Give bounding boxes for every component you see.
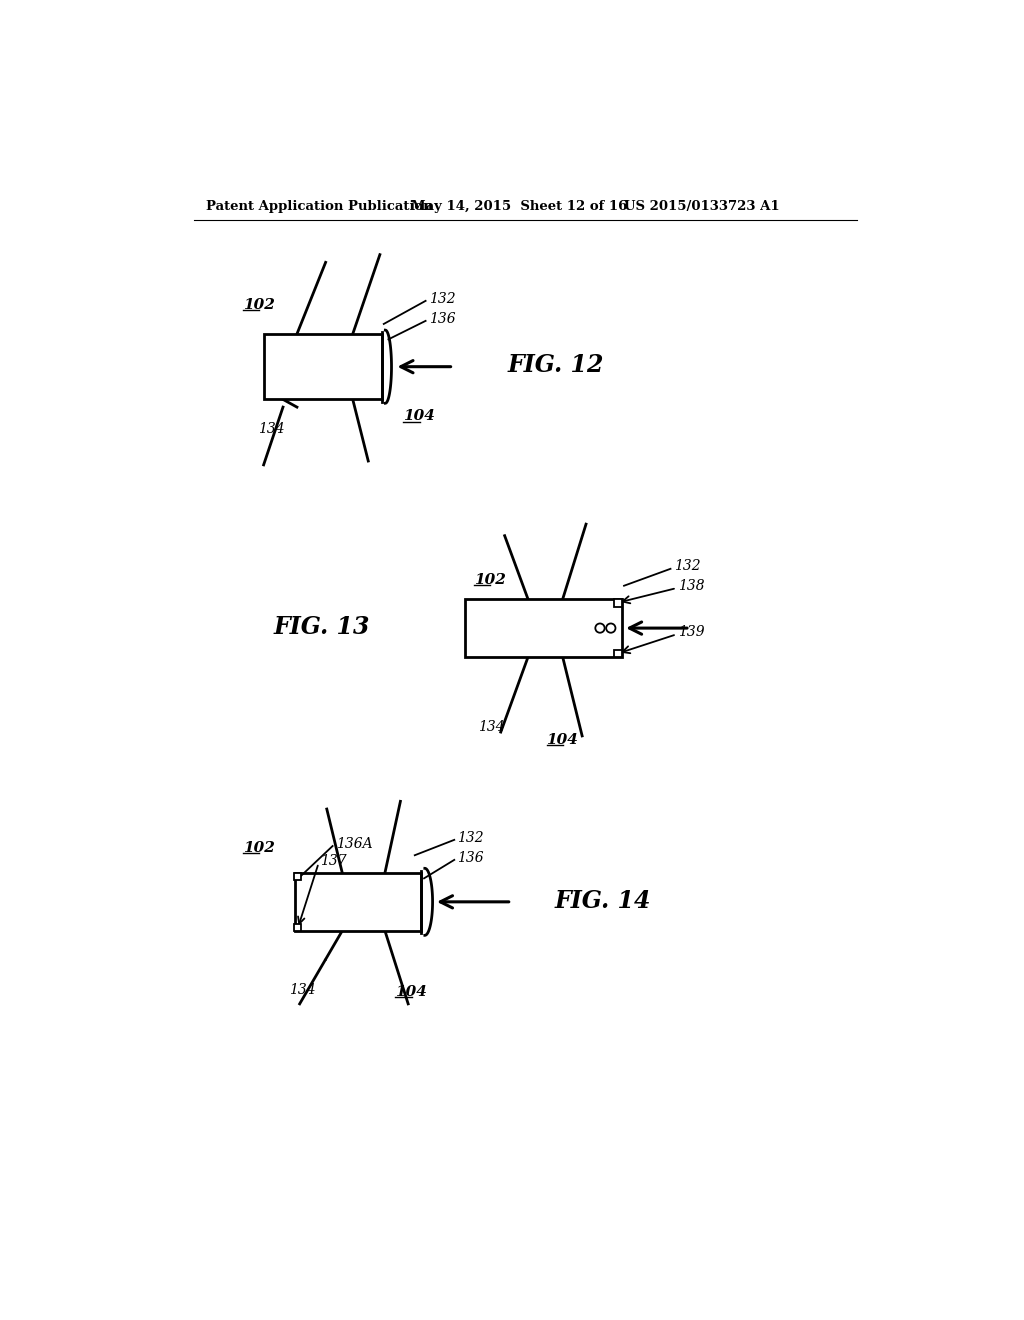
Text: 102: 102 xyxy=(474,573,506,586)
Text: FIG. 13: FIG. 13 xyxy=(273,615,371,639)
Text: 104: 104 xyxy=(395,985,427,998)
Text: FIG. 12: FIG. 12 xyxy=(508,352,604,376)
Text: 136: 136 xyxy=(458,850,484,865)
Text: 102: 102 xyxy=(243,298,274,312)
Bar xyxy=(294,873,301,880)
Bar xyxy=(614,599,622,607)
Text: 134: 134 xyxy=(289,983,315,997)
Text: 136A: 136A xyxy=(336,837,373,850)
Bar xyxy=(294,924,301,931)
Text: US 2015/0133723 A1: US 2015/0133723 A1 xyxy=(624,199,779,213)
Text: FIG. 14: FIG. 14 xyxy=(554,890,650,913)
Text: 138: 138 xyxy=(678,578,705,593)
Text: 134: 134 xyxy=(258,421,285,436)
Bar xyxy=(614,649,622,657)
Text: 132: 132 xyxy=(674,560,700,573)
Text: May 14, 2015  Sheet 12 of 16: May 14, 2015 Sheet 12 of 16 xyxy=(411,199,628,213)
Text: 136: 136 xyxy=(429,312,456,326)
Circle shape xyxy=(595,623,604,632)
Text: 104: 104 xyxy=(403,409,435,424)
Text: 137: 137 xyxy=(321,854,347,867)
Bar xyxy=(295,873,421,931)
Text: 139: 139 xyxy=(678,624,705,639)
Text: 104: 104 xyxy=(547,733,579,747)
Text: 132: 132 xyxy=(429,292,456,305)
Text: 102: 102 xyxy=(243,841,274,854)
Text: Patent Application Publication: Patent Application Publication xyxy=(206,199,432,213)
Bar xyxy=(263,334,382,400)
Text: 132: 132 xyxy=(458,830,484,845)
Circle shape xyxy=(606,623,615,632)
Bar xyxy=(465,599,622,657)
Text: 134: 134 xyxy=(478,719,505,734)
